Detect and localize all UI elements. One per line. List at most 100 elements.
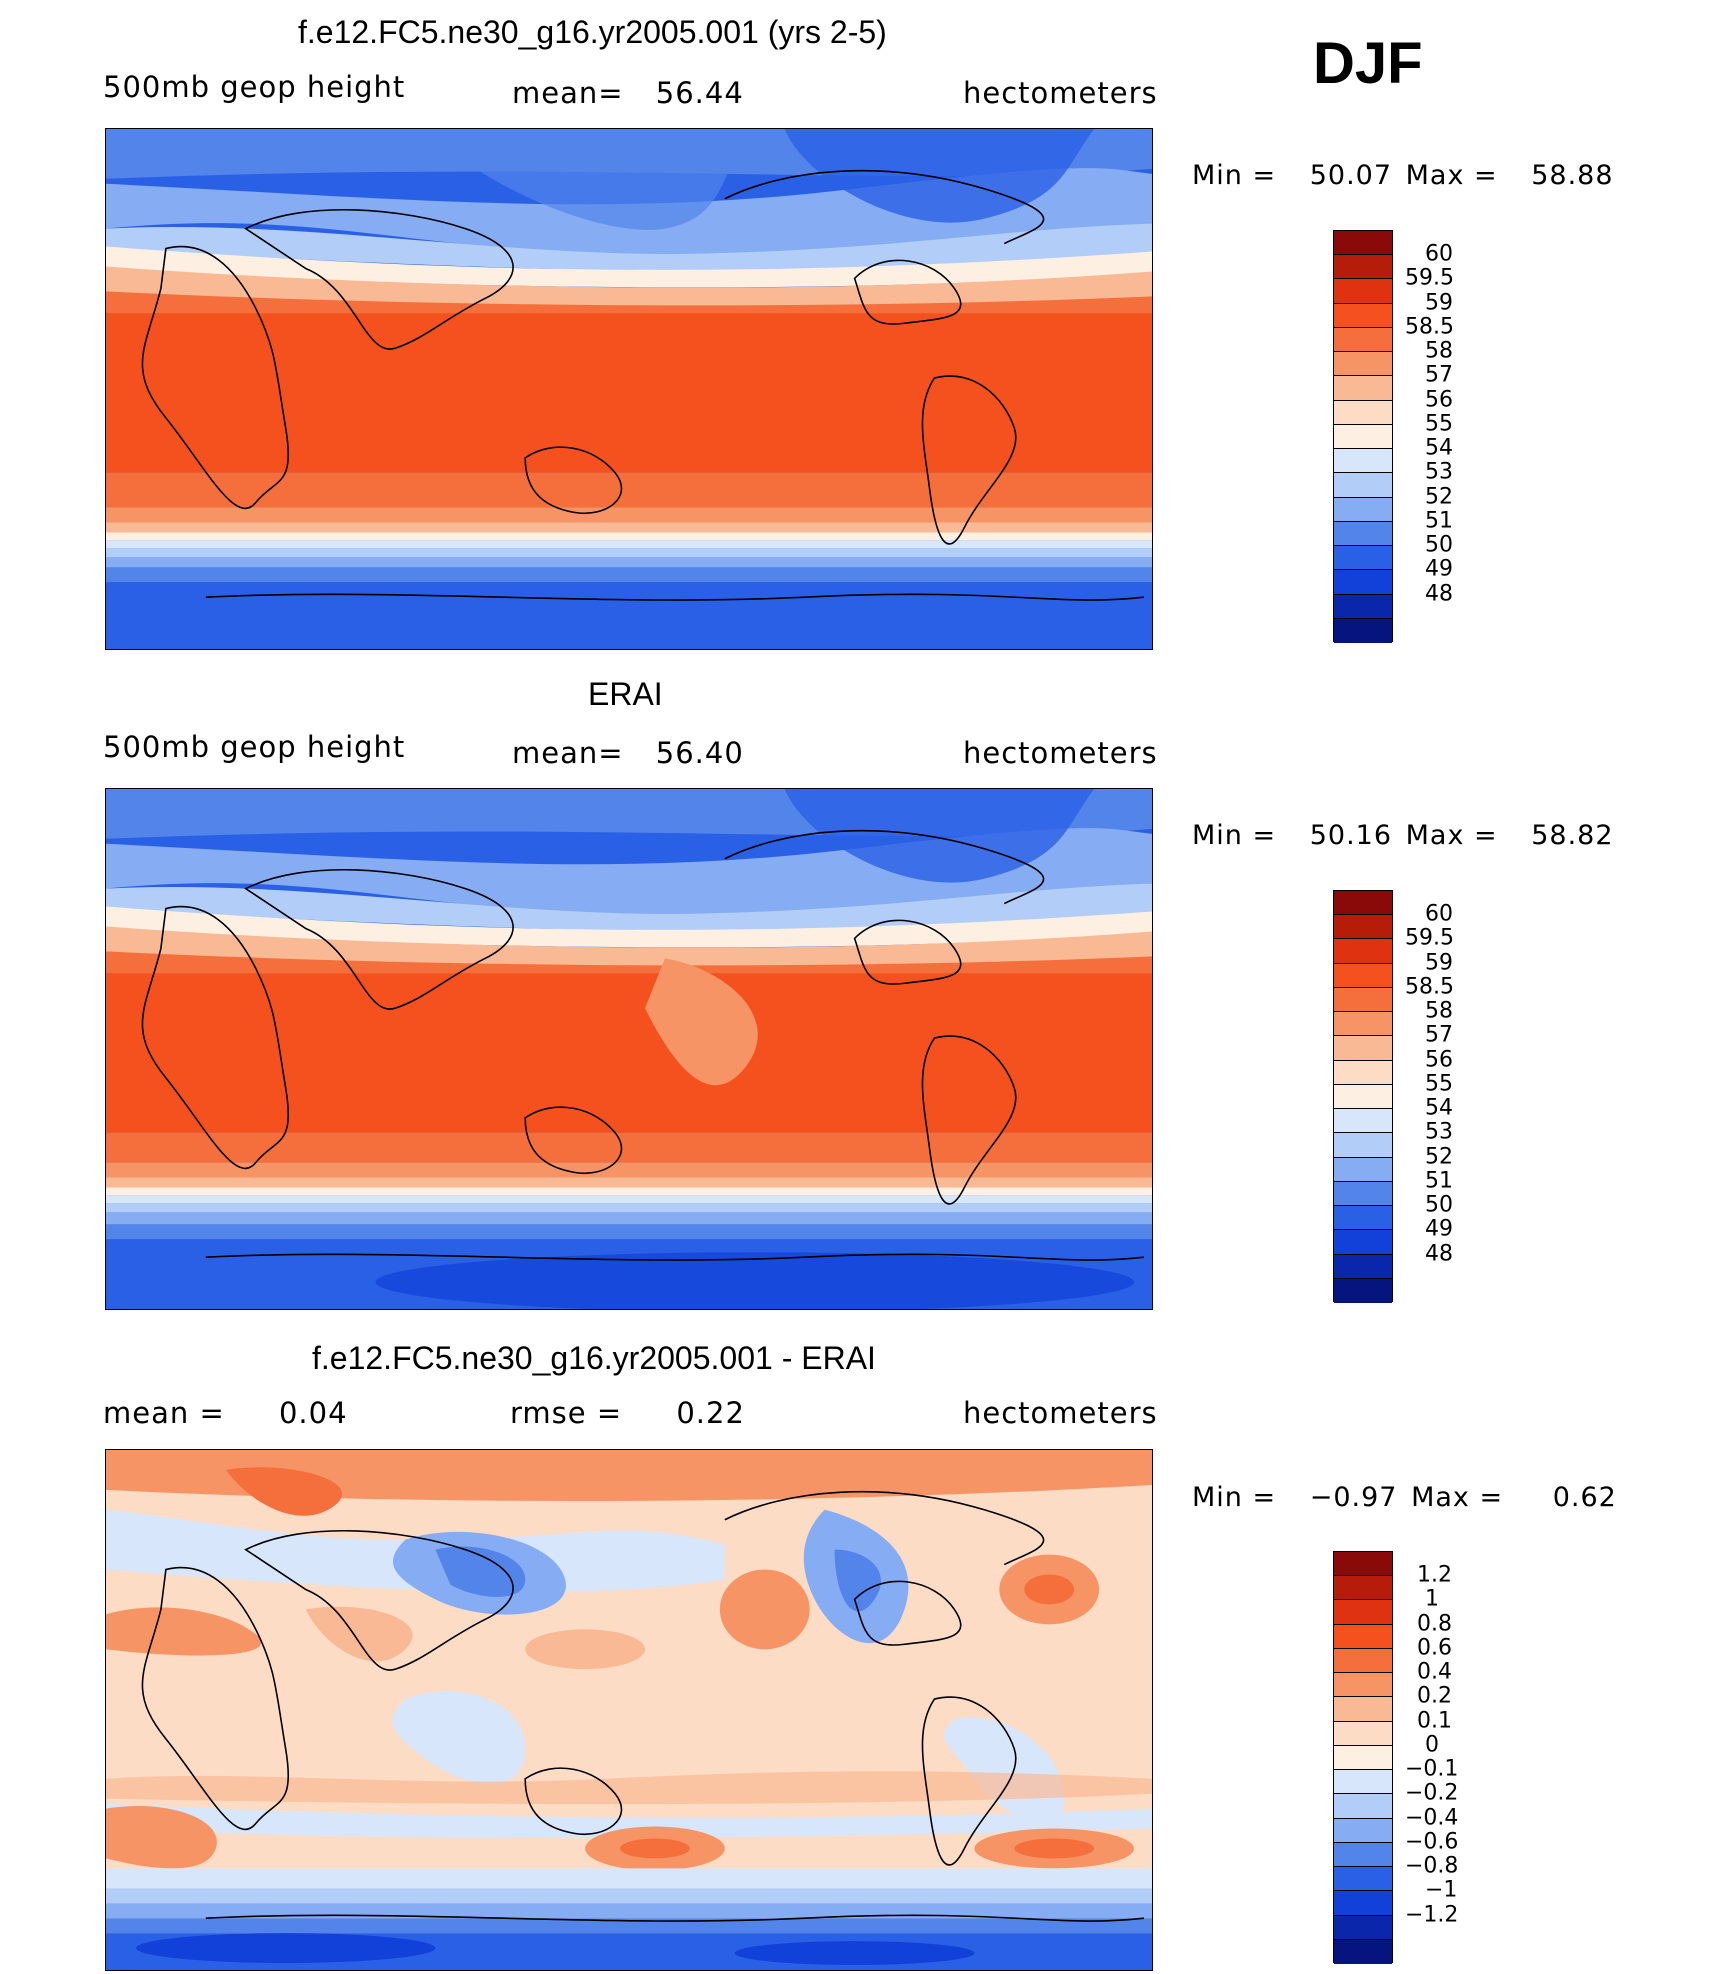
colorbar-segment [1334, 1036, 1392, 1061]
panel-3-rmse-value: 0.22 [676, 1396, 745, 1430]
colorbar-segment [1334, 915, 1392, 940]
panel-3-max-value: 0.62 [1552, 1482, 1617, 1513]
colorbar-tick-label: 49 [1425, 1216, 1453, 1242]
colorbar-tick-label: 1 [1425, 1586, 1439, 1612]
colorbar-tick-label: 58 [1425, 998, 1453, 1024]
colorbar-tick-label: 51 [1425, 1168, 1453, 1194]
panel-3-min-label: Min = [1192, 1482, 1277, 1513]
panel-2-max-label: Max = [1405, 820, 1498, 851]
panel-2-contour-plot [106, 789, 1152, 1309]
colorbar-tick-label: 59.5 [1405, 265, 1454, 291]
colorbar-segment [1334, 1157, 1392, 1182]
colorbar-tick-label: 56 [1425, 387, 1453, 413]
panel-2-mean-value: 56.40 [655, 736, 744, 770]
colorbar-segment [1334, 449, 1392, 474]
panel-1-map [105, 128, 1153, 650]
colorbar-tick-label: 0.2 [1417, 1683, 1452, 1709]
panel-1-contour-plot [106, 129, 1152, 649]
colorbar-segment [1334, 1818, 1392, 1843]
colorbar-tick-label: 0.6 [1417, 1635, 1452, 1661]
colorbar-segment [1334, 891, 1392, 916]
colorbar-segment [1334, 327, 1392, 353]
panel-1-colorbar [1333, 230, 1393, 643]
colorbar-segment [1334, 303, 1392, 328]
colorbar-tick-label: 50 [1425, 1192, 1453, 1218]
colorbar-tick-label: 59 [1425, 290, 1453, 316]
colorbar-segment [1334, 1624, 1392, 1649]
colorbar-tick-label: 54 [1425, 435, 1453, 461]
colorbar-segment [1334, 1648, 1392, 1674]
colorbar-segment [1334, 1576, 1392, 1601]
colorbar-segment [1334, 279, 1392, 304]
colorbar-segment [1334, 473, 1392, 498]
colorbar-tick-label: 0 [1425, 1732, 1439, 1758]
colorbar-segment [1334, 1842, 1392, 1868]
colorbar-segment [1334, 400, 1392, 425]
colorbar-tick-label: 53 [1425, 459, 1453, 485]
colorbar-segment [1334, 1278, 1392, 1303]
panel-1-minmax: Min = 50.07 Max = 58.88 [1192, 160, 1614, 191]
colorbar-segment [1334, 1181, 1392, 1207]
colorbar-segment [1334, 1721, 1392, 1746]
colorbar-segment [1334, 1206, 1392, 1231]
colorbar-segment [1334, 987, 1392, 1013]
colorbar-tick-label: −0.6 [1405, 1829, 1459, 1855]
panel-3-units: hectometers [963, 1396, 1158, 1430]
colorbar-tick-label: 51 [1425, 508, 1453, 534]
season-label: DJF [1313, 31, 1423, 96]
colorbar-segment [1334, 1939, 1392, 1964]
panel-2-units: hectometers [963, 736, 1158, 770]
colorbar-segment [1334, 1794, 1392, 1819]
colorbar-segment [1334, 570, 1392, 595]
colorbar-segment [1334, 424, 1392, 450]
colorbar-segment [1334, 1552, 1392, 1577]
panel-3-min-value: −0.97 [1309, 1482, 1398, 1513]
colorbar-segment [1334, 1060, 1392, 1085]
colorbar-segment [1334, 1673, 1392, 1698]
colorbar-segment [1334, 231, 1392, 256]
panel-3-rmse: rmse = 0.22 [510, 1396, 745, 1430]
panel-3-colorbar [1333, 1551, 1393, 1964]
colorbar-segment [1334, 1867, 1392, 1892]
colorbar-segment [1334, 352, 1392, 377]
panel-1-mean-value: 56.44 [655, 76, 744, 110]
colorbar-segment [1334, 963, 1392, 988]
colorbar-tick-label: 58.5 [1405, 974, 1454, 1000]
colorbar-tick-label: 57 [1425, 1022, 1453, 1048]
panel-1-coastlines [141, 169, 1145, 601]
colorbar-tick-label: 55 [1425, 411, 1453, 437]
colorbar-segment [1334, 1109, 1392, 1134]
panel-3-contour-plot [106, 1450, 1152, 1970]
colorbar-tick-label: 55 [1425, 1071, 1453, 1097]
colorbar-segment [1334, 594, 1392, 619]
colorbar-segment [1334, 939, 1392, 964]
panel-2-colorbar [1333, 890, 1393, 1303]
colorbar-tick-label: 48 [1425, 1241, 1453, 1267]
colorbar-tick-label: −1.2 [1405, 1902, 1459, 1928]
colorbar-tick-label: 59 [1425, 950, 1453, 976]
panel-1-mean: mean= 56.44 [512, 76, 744, 110]
panel-3-title: f.e12.FC5.ne30_g16.yr2005.001 - ERAI [312, 1340, 876, 1376]
panel-3-map [105, 1449, 1153, 1971]
panel-3-coastlines [141, 1490, 1145, 1922]
panel-1-units: hectometers [963, 76, 1158, 110]
panel-1-min-value: 50.07 [1309, 160, 1393, 191]
panel-1-max-label: Max = [1405, 160, 1498, 191]
colorbar-segment [1334, 618, 1392, 643]
colorbar-tick-label: 49 [1425, 556, 1453, 582]
colorbar-tick-label: 52 [1425, 484, 1453, 510]
colorbar-segment [1334, 1770, 1392, 1795]
colorbar-tick-label: 52 [1425, 1144, 1453, 1170]
colorbar-tick-label: 0.1 [1417, 1708, 1452, 1734]
panel-2-minmax: Min = 50.16 Max = 58.82 [1192, 820, 1614, 851]
panel-1-variable-label: 500mb geop height [103, 70, 406, 104]
colorbar-segment [1334, 1084, 1392, 1110]
colorbar-segment [1334, 255, 1392, 280]
colorbar-tick-label: 0.4 [1417, 1659, 1452, 1685]
colorbar-tick-label: 58 [1425, 338, 1453, 364]
colorbar-segment [1334, 376, 1392, 401]
colorbar-tick-label: 54 [1425, 1095, 1453, 1121]
colorbar-tick-label: 56 [1425, 1047, 1453, 1073]
colorbar-tick-label: 53 [1425, 1119, 1453, 1145]
panel-1-title: f.e12.FC5.ne30_g16.yr2005.001 (yrs 2-5) [298, 14, 887, 50]
